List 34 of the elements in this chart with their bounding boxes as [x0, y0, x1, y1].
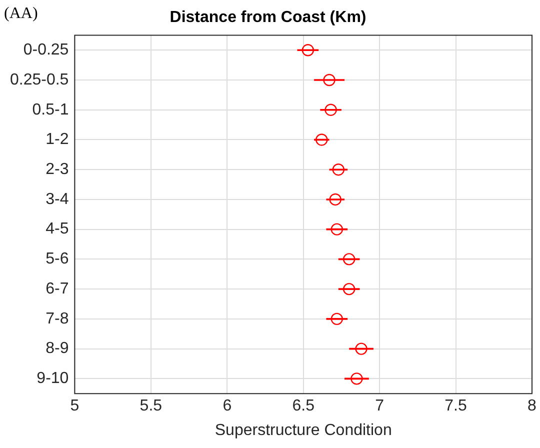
point	[316, 134, 328, 146]
x-tick-label: 8	[528, 398, 537, 415]
chart-title: Distance from Coast (Km)	[170, 9, 366, 26]
x-axis-title: Superstructure Condition	[214, 422, 392, 439]
y-tick-label: 9-10	[36, 370, 69, 388]
y-tick-label: 7-8	[46, 310, 69, 328]
y-tick-label: 8-9	[46, 340, 69, 358]
point	[324, 104, 337, 116]
y-tick-label: 0-0.25	[23, 42, 69, 59]
point	[302, 44, 314, 56]
x-tick-label: 5	[70, 398, 80, 415]
point	[342, 253, 356, 266]
point	[342, 282, 356, 296]
text: (AA)	[4, 5, 38, 22]
x-tick-label: 6.5	[292, 398, 315, 415]
point	[329, 193, 342, 206]
y-tick-label: 2-3	[46, 161, 69, 178]
point	[350, 372, 363, 385]
point	[330, 312, 343, 326]
y-tick-label: 5-6	[46, 250, 69, 268]
x-tick-label: 6	[222, 398, 232, 415]
y-tick-label: 0.5-1	[32, 101, 69, 118]
y-tick-label: 3-4	[46, 190, 69, 208]
point	[323, 74, 336, 86]
point	[332, 164, 345, 176]
point	[355, 342, 368, 355]
y-tick-label: 6-7	[46, 280, 69, 298]
y-tick-label: 4-5	[46, 220, 69, 238]
point	[330, 223, 343, 236]
x-tick-label: 7.5	[444, 398, 468, 415]
x-tick-label: 7	[375, 398, 384, 415]
y-tick-label: 0.25-0.5	[10, 71, 69, 88]
y-tick-label: 1-2	[46, 131, 69, 148]
x-tick-label: 5.5	[140, 398, 162, 415]
